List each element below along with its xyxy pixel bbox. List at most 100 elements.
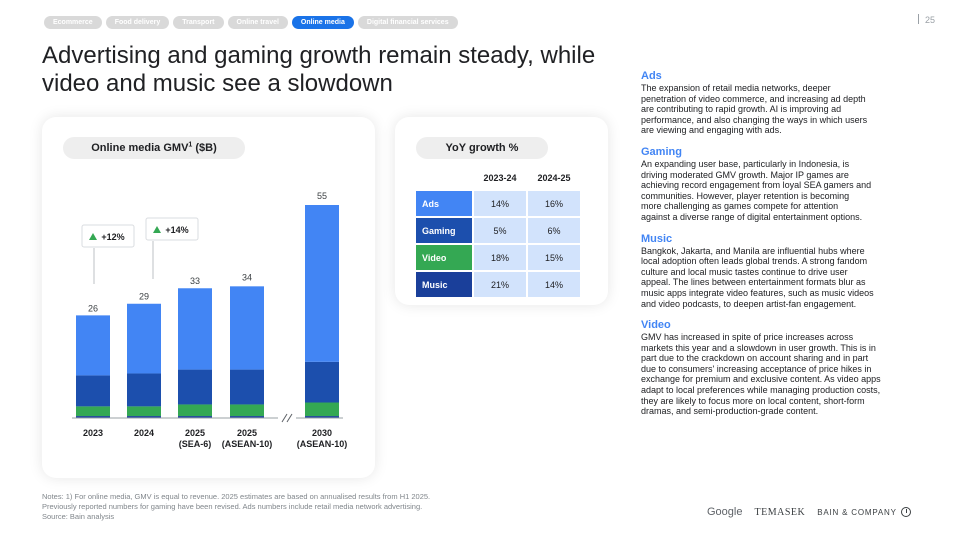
category-label: (ASEAN-10) — [297, 439, 348, 449]
tab-food-delivery[interactable]: Food delivery — [105, 16, 170, 29]
table-row: Gaming 5% 6% — [416, 218, 580, 243]
tab-online-media[interactable]: Online media — [291, 16, 354, 29]
table-row: Video 18% 15% — [416, 245, 580, 270]
footnote-line: Previously reported numbers for gaming h… — [42, 502, 423, 511]
bar-total-label: 33 — [190, 276, 200, 286]
section-heading: Gaming — [641, 145, 682, 158]
chart-label-text: Online media GMV — [91, 142, 189, 154]
section-heading: Ads — [641, 70, 662, 82]
partner-logos: Google TEMASEK BAIN & COMPANY — [707, 506, 911, 518]
temasek-logo: TEMASEK — [754, 506, 806, 518]
table-cell: 5% — [474, 218, 526, 243]
google-logo: Google — [707, 506, 743, 518]
footnote-line: Notes: 1) For online media, GMV is equal… — [42, 492, 431, 501]
axis-break-mark — [286, 413, 293, 423]
chart-label: Online media GMV1 ($B) — [63, 137, 245, 159]
axis-break-mark — [281, 413, 288, 423]
table-cell: 14% — [474, 191, 526, 216]
tab-transport[interactable]: Transport — [173, 16, 224, 29]
row-label: Music — [416, 272, 472, 297]
bar-segment-music — [305, 416, 339, 418]
section-body: GMV has increased in spite of price incr… — [641, 332, 881, 417]
chart-label-footnote: 1 — [188, 141, 193, 149]
column-header: 2024-25 — [537, 173, 571, 183]
bar-total-label: 26 — [88, 303, 98, 313]
bar-segment-gaming — [178, 369, 212, 405]
page-number: 25 — [918, 14, 935, 25]
section-ads: Ads The expansion of retail media networ… — [641, 70, 941, 136]
yoy-table-title: YoY growth % — [416, 137, 548, 159]
tab-digital-financial-services[interactable]: Digital financial services — [357, 16, 458, 29]
table-cell: 15% — [528, 245, 580, 270]
growth-callout-box — [81, 224, 135, 248]
bar-segment-video — [127, 406, 161, 417]
gmv-stacked-bar-chart: 262023292024332025(SEA-6)342025(ASEAN-10… — [72, 191, 348, 449]
bar-segment-ads — [178, 288, 212, 370]
table-cell: 14% — [528, 272, 580, 297]
yoy-growth-table: 2023-24 2024-25 Ads 14% 16% Gaming 5% 6% Video… — [414, 165, 582, 299]
yoy-growth-card: YoY growth % 2023-24 2024-25 Ads 14% 16% Ga… — [395, 117, 608, 305]
bain-logo-text: BAIN & COMPANY — [817, 508, 897, 517]
bar-segment-ads — [127, 303, 161, 374]
section-heading: Music — [641, 232, 673, 245]
growth-callout-text: +14% — [165, 225, 188, 235]
row-label: Gaming — [416, 218, 472, 243]
bar-segment-gaming — [230, 369, 264, 405]
category-label: 2025 — [237, 428, 257, 438]
table-cell: 16% — [528, 191, 580, 216]
growth-callout-box — [145, 217, 199, 241]
bar-segment-music — [230, 416, 264, 418]
row-label: Ads — [416, 191, 472, 216]
section-heading: Video — [641, 319, 671, 332]
section-video: Video GMV has increased in spite of pric… — [641, 319, 941, 417]
bar-segment-video — [305, 402, 339, 417]
bar-total-label: 34 — [242, 272, 252, 282]
section-body: Bangkok, Jakarta, and Manila are influen… — [641, 245, 874, 309]
table-row: Music 21% 14% — [416, 272, 580, 297]
row-label: Video — [416, 245, 472, 270]
tab-online-travel[interactable]: Online travel — [227, 16, 288, 29]
footnotes: Notes: 1) For online media, GMV is equal… — [42, 492, 562, 522]
chart-label-unit: ($B) — [192, 142, 217, 154]
tab-ecommerce[interactable]: Ecommerce — [44, 16, 102, 29]
gmv-chart-card: Online media GMV1 ($B) 26 2023 29 2024 33 202… — [42, 117, 375, 478]
category-label: (ASEAN-10) — [222, 439, 273, 449]
bar-segment-video — [178, 404, 212, 417]
bar-segment-music — [178, 416, 212, 418]
bar-total-label: 29 — [139, 292, 149, 302]
section-gaming: Gaming An expanding user base, particula… — [641, 146, 941, 223]
bar-total-label: 55 — [317, 191, 327, 201]
bar-segment-ads — [76, 315, 110, 376]
table-corner — [416, 167, 472, 189]
table-cell: 6% — [528, 218, 580, 243]
category-label: 2025 — [185, 428, 205, 438]
category-label: (SEA-6) — [179, 439, 212, 449]
bar-segment-music — [76, 416, 110, 418]
table-row: Ads 14% 16% — [416, 191, 580, 216]
category-label: 2023 — [83, 428, 103, 438]
table-cell: 21% — [474, 272, 526, 297]
column-header: 2023-24 — [483, 173, 517, 183]
bar-segment-ads — [305, 205, 339, 362]
section-music: Music Bangkok, Jakarta, and Manila are i… — [641, 233, 941, 310]
up-arrow-icon — [153, 226, 161, 233]
commentary-column: Ads The expansion of retail media networ… — [641, 70, 941, 427]
up-arrow-icon — [89, 233, 97, 240]
bar-segment-music — [127, 416, 161, 418]
bain-mark-icon — [900, 507, 911, 517]
category-label: 2024 — [134, 428, 154, 438]
bain-logo: BAIN & COMPANY — [817, 507, 911, 517]
table-header-row: 2023-24 2024-25 — [416, 167, 580, 189]
section-body: The expansion of retail media networks, … — [641, 83, 868, 136]
bar-segment-video — [230, 404, 264, 417]
growth-callout-text: +12% — [101, 232, 124, 242]
section-tabs: Ecommerce Food delivery Transport Online… — [44, 16, 458, 29]
bar-segment-gaming — [305, 361, 339, 403]
table-cell: 18% — [474, 245, 526, 270]
bar-segment-video — [76, 406, 110, 417]
bar-segment-ads — [230, 286, 264, 370]
bar-segment-gaming — [76, 375, 110, 407]
source-line: Source: Bain analysis — [42, 512, 115, 521]
category-label: 2030 — [312, 428, 332, 438]
page-title: Advertising and gaming growth remain ste… — [42, 42, 596, 97]
